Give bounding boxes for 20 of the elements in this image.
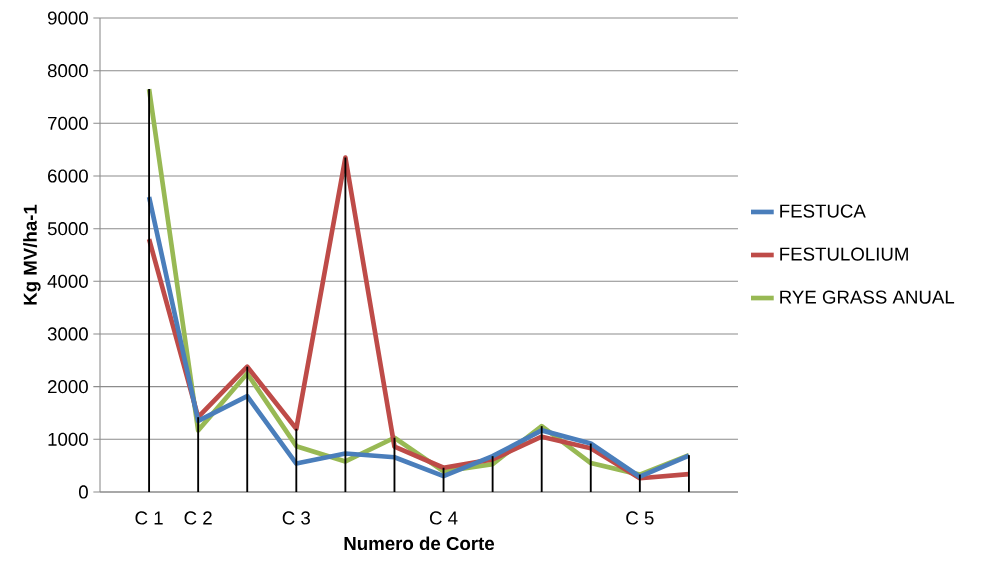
y-tick-label: 5000 bbox=[47, 222, 88, 236]
y-tick-label: 2000 bbox=[48, 380, 88, 394]
x-axis-title: Numero de Corte bbox=[344, 536, 495, 551]
legend-label: FESTULOLIUM bbox=[780, 247, 908, 261]
y-axis-title: Kg MV/ha-1 bbox=[23, 204, 41, 305]
y-tick-label: 8000 bbox=[47, 64, 88, 78]
y-tick-label: 4000 bbox=[47, 274, 88, 288]
x-tick-label: C 3 bbox=[282, 511, 310, 525]
x-tick-label: C 5 bbox=[626, 511, 654, 525]
x-tick-label: C 1 bbox=[135, 511, 163, 525]
y-tick-label: 0 bbox=[78, 485, 88, 499]
y-tick-label: 7000 bbox=[48, 116, 88, 130]
legend-label: FESTUCA bbox=[780, 204, 866, 218]
y-tick-label: 3000 bbox=[47, 327, 88, 341]
y-tick-label: 1000 bbox=[48, 432, 88, 446]
x-tick-label: C 2 bbox=[184, 511, 212, 525]
y-tick-label: 9000 bbox=[47, 11, 88, 25]
x-tick-label: C 4 bbox=[429, 511, 458, 525]
legend-label: RYE GRASS ANUAL bbox=[780, 290, 955, 304]
y-tick-label: 6000 bbox=[48, 169, 88, 183]
